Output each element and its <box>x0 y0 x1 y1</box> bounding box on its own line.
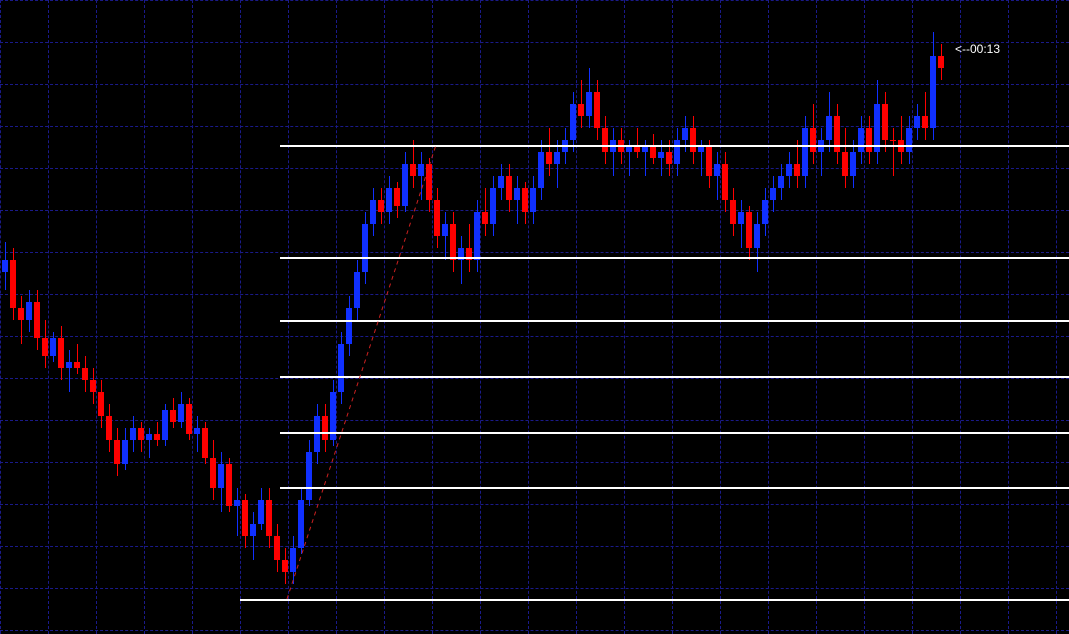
trendline-layer <box>0 0 1069 634</box>
candlestick-chart[interactable]: <--00:13 <box>0 0 1069 634</box>
trendline[interactable] <box>287 145 436 599</box>
countdown-timer-label: <--00:13 <box>955 42 1000 56</box>
